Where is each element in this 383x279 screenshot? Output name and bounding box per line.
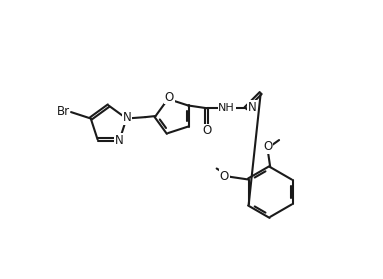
Text: O: O — [264, 140, 273, 153]
Text: O: O — [219, 170, 229, 183]
Text: N: N — [115, 134, 123, 147]
Text: O: O — [165, 91, 174, 104]
Text: NH: NH — [218, 103, 235, 113]
Text: N: N — [123, 111, 132, 124]
Text: Br: Br — [57, 105, 70, 118]
Text: N: N — [247, 101, 256, 114]
Text: O: O — [202, 124, 211, 137]
